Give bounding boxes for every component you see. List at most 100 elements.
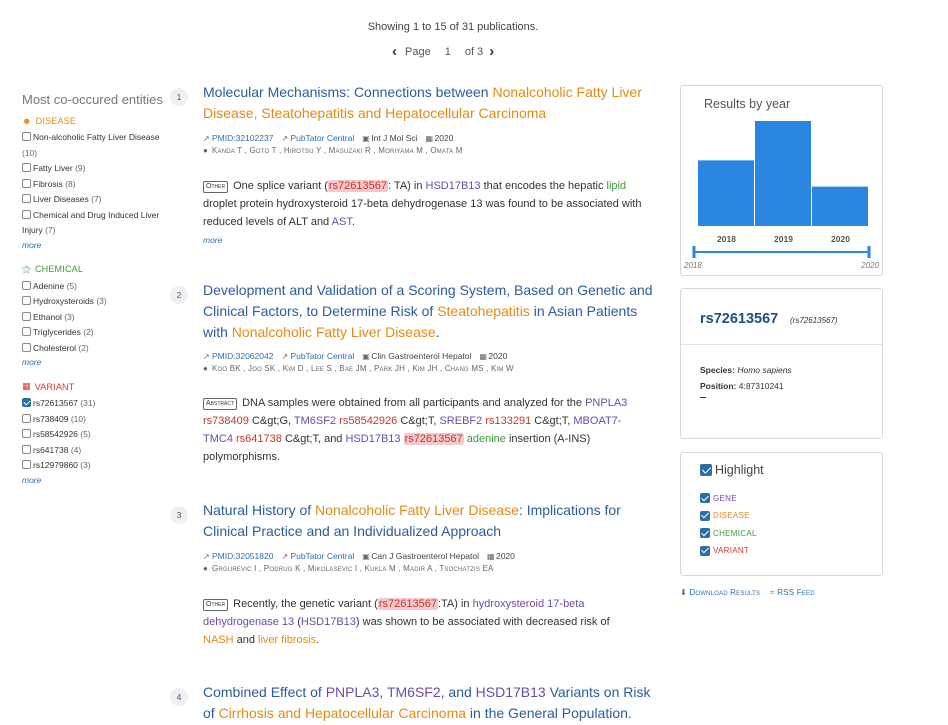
entity-filter-item[interactable]: Adenine (5) bbox=[22, 279, 167, 295]
highlight-item-checkbox[interactable] bbox=[700, 493, 710, 503]
highlight-chemical[interactable]: CHEMICAL bbox=[700, 528, 757, 538]
external-link-icon: ↗ bbox=[203, 134, 210, 143]
flask-icon: ⚝ bbox=[22, 263, 31, 274]
entity-count: (5) bbox=[80, 429, 91, 439]
highlight-panel: Highlight GENE DISEASE CHEMICAL VARIANT bbox=[680, 452, 883, 576]
pubtator-link[interactable]: ↗ PubTator Central bbox=[281, 551, 355, 561]
highlight-checkbox[interactable] bbox=[700, 464, 712, 476]
section-badge: Abstract bbox=[203, 398, 238, 410]
entity-filter-item[interactable]: Triglycerides (2) bbox=[22, 325, 167, 341]
highlight-item-checkbox[interactable] bbox=[700, 528, 710, 538]
entity-checkbox[interactable] bbox=[22, 194, 31, 203]
entity-label: Ethanol bbox=[33, 311, 62, 322]
entity-checkbox[interactable] bbox=[22, 296, 31, 305]
download-results-link[interactable]: ⬇ Download Results bbox=[680, 588, 761, 597]
prev-page-icon[interactable]: ‹ bbox=[392, 43, 397, 60]
results-by-year-chart: Results by year 2018 2019 2020 2018 2020 bbox=[680, 85, 883, 276]
entity-filter-item[interactable]: rs72613567 (31) bbox=[22, 396, 167, 412]
entity-label: Liver Diseases bbox=[33, 194, 89, 204]
entity-filter-item[interactable]: Non-alcoholic Fatty Liver Disease (10) bbox=[22, 130, 167, 161]
pubtator-link[interactable]: ↗ PubTator Central bbox=[281, 351, 355, 361]
highlight-disease[interactable]: DISEASE bbox=[700, 510, 750, 521]
entity-checkbox[interactable] bbox=[22, 460, 31, 469]
entity-checkbox[interactable] bbox=[22, 280, 31, 290]
result-snippet: Abstract DNA samples were obtained from … bbox=[203, 397, 628, 463]
entity-checkbox[interactable] bbox=[22, 209, 31, 219]
page-current-input[interactable]: 1 bbox=[444, 46, 451, 58]
entity-filter-item[interactable]: Hydroxysteroids (3) bbox=[22, 294, 167, 310]
entity-label: rs738409 bbox=[33, 413, 69, 424]
entity-checkbox[interactable] bbox=[22, 132, 31, 141]
entity-filter-item[interactable]: Ethanol (3) bbox=[22, 310, 167, 326]
entity-checkbox[interactable] bbox=[22, 444, 31, 454]
entity-filter-item[interactable]: rs12979860 (3) bbox=[22, 458, 167, 474]
result-item: 1 Molecular Mechanisms: Connections betw… bbox=[170, 84, 665, 258]
more-entities-link[interactable]: more bbox=[22, 239, 42, 250]
entity-count: (10) bbox=[22, 147, 38, 158]
entity-label: Chemical and Drug Induced Liver Injury bbox=[22, 209, 160, 236]
rss-feed-link[interactable]: ≈ RSS Feed bbox=[770, 588, 815, 597]
entity-checkbox[interactable] bbox=[22, 413, 31, 423]
result-title[interactable]: Development and Validation of a Scoring … bbox=[203, 282, 653, 340]
entity-checkbox[interactable] bbox=[22, 327, 31, 336]
entity-group-variant: ▦ VARIANT rs72613567 (31) rs738409 (10) rs58… bbox=[22, 381, 167, 485]
range-end-handle[interactable] bbox=[867, 246, 871, 258]
result-title[interactable]: Combined Effect of PNPLA3, TM6SF2, and H… bbox=[203, 684, 651, 721]
variant-name[interactable]: rs72613567 bbox=[700, 311, 779, 327]
chart-bar-2020[interactable] bbox=[812, 186, 868, 226]
result-number: 3 bbox=[170, 506, 188, 524]
entity-group-heading: ☻ DISEASE bbox=[22, 116, 77, 126]
entity-checkbox[interactable] bbox=[22, 178, 31, 188]
entity-count: (2) bbox=[83, 327, 94, 337]
entity-count: (7) bbox=[45, 225, 56, 235]
entity-label: rs12979860 bbox=[33, 460, 78, 470]
rss-icon: ≈ bbox=[770, 588, 775, 597]
chart-bar-2019[interactable] bbox=[755, 121, 811, 226]
result-item: 4 Combined Effect of PNPLA3, TM6SF2, and… bbox=[170, 684, 665, 725]
authors: ● Koo BK , Joo SK , Kim D , Lee S , Bae J… bbox=[203, 364, 514, 373]
result-title[interactable]: Natural History of Nonalcoholic Fatty Li… bbox=[203, 502, 621, 539]
more-entities-link[interactable]: more bbox=[22, 474, 42, 485]
entity-filter-item[interactable]: Fatty Liver (9) bbox=[22, 161, 167, 177]
download-icon: ⬇ bbox=[680, 588, 687, 597]
more-link[interactable]: more bbox=[203, 235, 223, 245]
entity-checkbox[interactable] bbox=[22, 398, 31, 407]
entity-filter-item[interactable]: rs641738 (4) bbox=[22, 443, 167, 459]
highlight-variant[interactable]: VARIANT bbox=[700, 545, 750, 556]
entity-filter-item[interactable]: Chemical and Drug Induced Liver Injury (… bbox=[22, 208, 167, 239]
next-page-icon[interactable]: › bbox=[489, 43, 495, 60]
entity-checkbox[interactable] bbox=[22, 311, 31, 321]
entity-checkbox[interactable] bbox=[22, 429, 31, 438]
range-start-handle[interactable] bbox=[692, 246, 696, 258]
entity-count: (31) bbox=[80, 398, 96, 408]
page-total: of 3 bbox=[464, 46, 484, 58]
chart-bar-2018[interactable] bbox=[698, 160, 754, 226]
entity-filter-item[interactable]: rs738409 (10) bbox=[22, 412, 167, 428]
pubtator-link[interactable]: ↗ PubTator Central bbox=[281, 133, 355, 143]
pmid-link[interactable]: ↗ PMID:32102237 bbox=[203, 133, 274, 143]
pmid-link[interactable]: ↗ PMID:32051820 bbox=[203, 551, 274, 561]
entity-filter-item[interactable]: Cholesterol (2) bbox=[22, 341, 167, 357]
highlight-toggle[interactable]: Highlight bbox=[700, 463, 764, 477]
entity-checkbox[interactable] bbox=[22, 342, 31, 352]
result-title[interactable]: Molecular Mechanisms: Connections betwee… bbox=[203, 84, 642, 121]
highlight-item-checkbox[interactable] bbox=[700, 545, 710, 556]
section-badge: Other bbox=[203, 599, 229, 611]
pmid-link[interactable]: ↗ PMID:32062042 bbox=[203, 351, 274, 361]
year: ▦2020 bbox=[479, 351, 508, 361]
grid-icon: ▦ bbox=[22, 381, 31, 391]
entity-filter-item[interactable]: Liver Diseases (7) bbox=[22, 192, 167, 208]
footer-links: ⬇ Download Results ≈ RSS Feed bbox=[680, 588, 815, 597]
entity-count: (3) bbox=[80, 460, 91, 470]
more-entities-link[interactable]: more bbox=[22, 357, 42, 367]
entity-label: rs641738 bbox=[33, 444, 69, 455]
entity-count: (8) bbox=[65, 178, 76, 189]
highlight-item-label: VARIANT bbox=[713, 546, 750, 555]
divider bbox=[681, 344, 882, 345]
highlight-item-checkbox[interactable] bbox=[700, 510, 710, 521]
entity-filter-item[interactable]: rs58542926 (5) bbox=[22, 427, 167, 443]
entity-filter-item[interactable]: Fibrosis (8) bbox=[22, 177, 167, 193]
entity-checkbox[interactable] bbox=[22, 163, 31, 172]
result-number: 1 bbox=[170, 88, 188, 106]
highlight-gene[interactable]: GENE bbox=[700, 493, 737, 503]
